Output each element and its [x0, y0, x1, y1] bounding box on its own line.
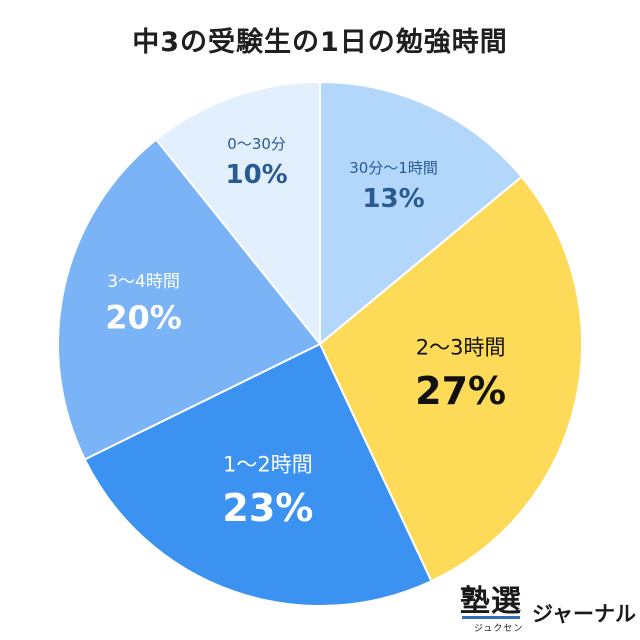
slice-value-label: 20% [105, 299, 182, 337]
slice-label: 1〜2時間 [223, 452, 313, 476]
slice-value-label: 23% [222, 486, 313, 530]
slice-label: 3〜4時間 [107, 272, 180, 292]
pie-slice [318, 175, 583, 583]
logo-journal-text: ジャーナル [532, 602, 636, 626]
slice-label: 30分〜1時間 [349, 159, 438, 177]
jukusen-journal-logo: 塾選 ジュクセン ジャーナル [460, 576, 640, 640]
slice-value-label: 13% [362, 184, 424, 214]
pie-slice [154, 80, 321, 347]
logo-main-text: 塾選 [460, 584, 522, 619]
slice-value-label: 10% [225, 160, 287, 190]
logo-reading-text: ジュクセン [474, 624, 524, 634]
pie-slice [83, 342, 433, 607]
slice-label: 2〜3時間 [416, 335, 506, 359]
pie-slice [57, 138, 322, 461]
logo-underline [462, 616, 520, 619]
slice-value-label: 27% [415, 369, 506, 413]
chart-title: 中3の受験生の1日の勉強時間 [132, 27, 508, 58]
pie-slice [319, 80, 524, 347]
slice-label: 0〜30分 [227, 135, 286, 153]
